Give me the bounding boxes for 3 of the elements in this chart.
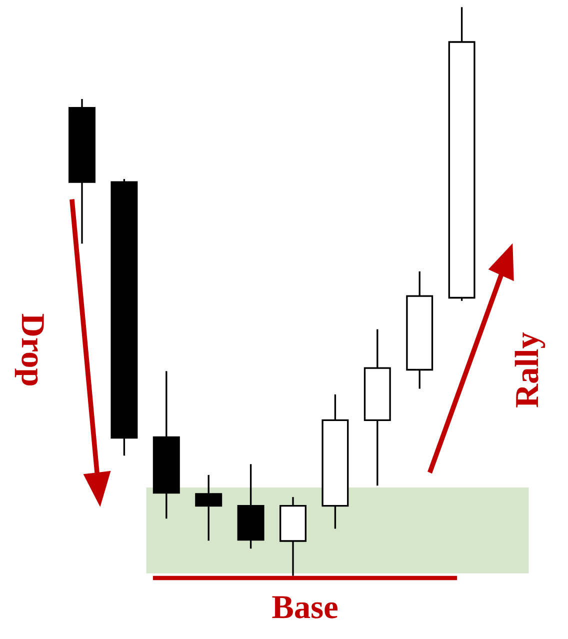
text: Rally	[514, 332, 546, 408]
text: Drop	[14, 314, 44, 386]
text: Base	[272, 596, 338, 618]
